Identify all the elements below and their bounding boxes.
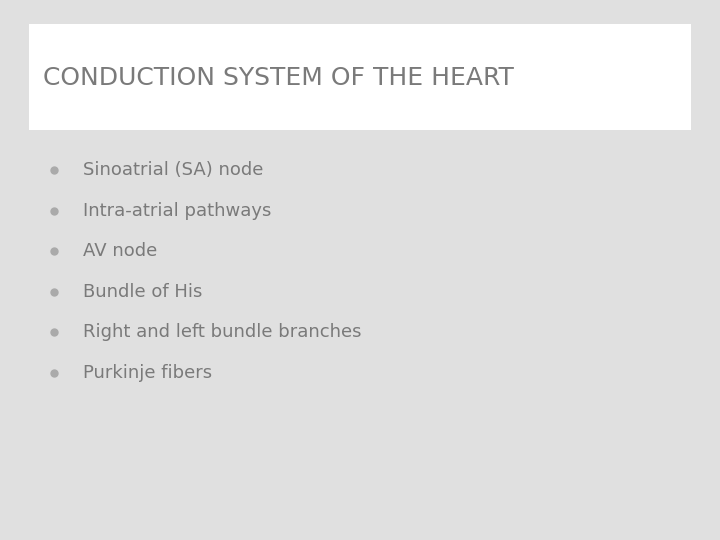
Text: Right and left bundle branches: Right and left bundle branches xyxy=(83,323,361,341)
Text: Purkinje fibers: Purkinje fibers xyxy=(83,363,212,382)
Text: AV node: AV node xyxy=(83,242,157,260)
Text: Bundle of His: Bundle of His xyxy=(83,282,202,301)
FancyBboxPatch shape xyxy=(29,24,691,130)
Text: Sinoatrial (SA) node: Sinoatrial (SA) node xyxy=(83,161,264,179)
Text: CONDUCTION SYSTEM OF THE HEART: CONDUCTION SYSTEM OF THE HEART xyxy=(43,66,514,90)
Text: Intra-atrial pathways: Intra-atrial pathways xyxy=(83,201,271,220)
